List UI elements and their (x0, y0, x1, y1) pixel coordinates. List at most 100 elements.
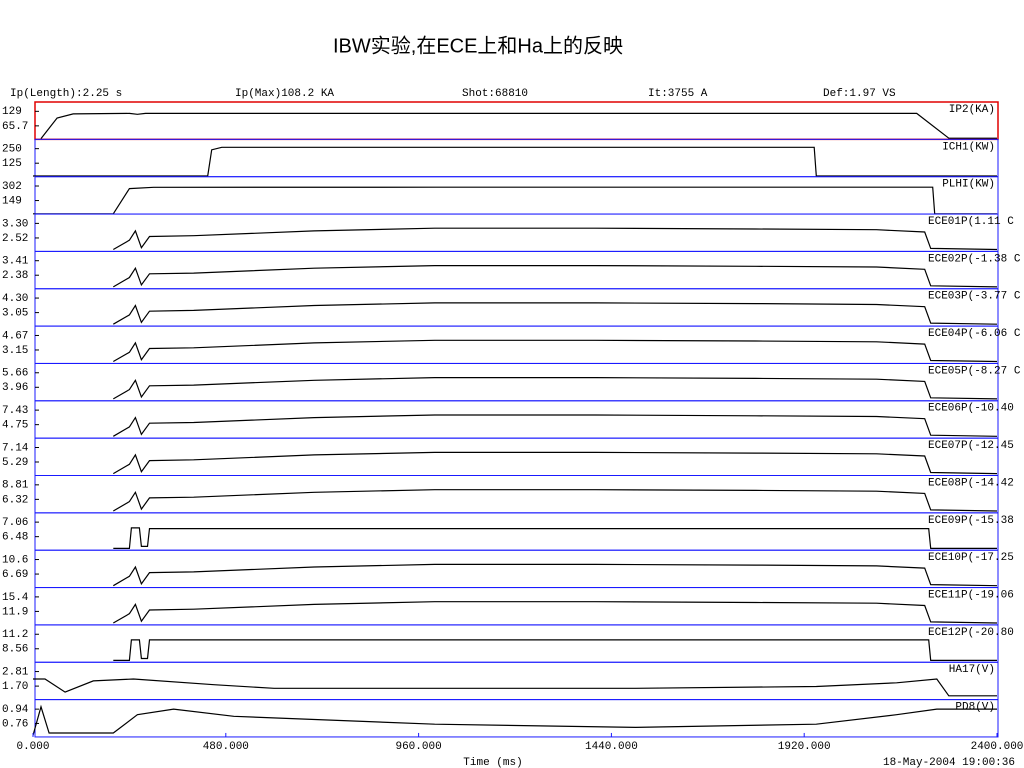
legend-label: ECE07P(-12.45 (928, 440, 1014, 452)
y-tick-label: 5.29 (2, 457, 28, 469)
legend-label: ICH1(KW) (942, 141, 995, 153)
signal-line (112, 377, 998, 400)
panel-frame (34, 512, 999, 551)
y-tick-label: 125 (2, 158, 22, 170)
legend-label: ECE12P(-20.80 (928, 627, 1014, 639)
y-tick-label: 6.32 (2, 494, 28, 506)
y-tick-label: 11.9 (2, 606, 28, 618)
x-tick-label: 960.000 (395, 741, 441, 753)
header-info: It:3755 A (648, 88, 708, 100)
panel-frame (34, 624, 999, 663)
signal-line (112, 265, 998, 288)
panel-frame (34, 138, 999, 178)
page-title: IBW实验,在ECE上和Ha上的反映 (333, 34, 623, 57)
y-tick-label: 7.14 (2, 442, 29, 454)
y-tick-label: 149 (2, 195, 22, 207)
signal-line (112, 489, 998, 512)
signal-line (33, 146, 997, 177)
panel-frame (34, 362, 999, 402)
legend-label: ECE08P(-14.42 (928, 477, 1014, 489)
y-tick-label: 302 (2, 181, 22, 193)
x-tick-label: 1920.000 (778, 741, 831, 753)
panel-frame (34, 587, 999, 626)
panel-frame (34, 400, 999, 439)
y-tick-label: 5.66 (2, 368, 28, 380)
signal-line (112, 227, 998, 251)
signal-line (112, 451, 998, 475)
y-tick-label: 4.30 (2, 293, 28, 305)
panel-frame (34, 325, 999, 364)
legend-label: ECE10P(-17.25 (928, 552, 1014, 564)
y-tick-label: 65.7 (2, 121, 28, 133)
panel-frame (34, 288, 999, 327)
signal-line (113, 639, 997, 661)
legend-label: ECE04P(-6.06 C (928, 328, 1021, 340)
signal-line (113, 339, 998, 363)
y-tick-label: 11.2 (2, 629, 28, 641)
panel-frame (34, 699, 999, 738)
y-tick-label: 6.48 (2, 532, 28, 544)
legend-label: ECE09P(-15.38 (928, 515, 1014, 527)
legend-label: PD8(V) (955, 702, 995, 714)
legend-label: PLHI(KW) (942, 179, 995, 191)
legend-label: HA17(V) (949, 664, 995, 676)
panel-frame (34, 475, 999, 514)
y-tick-label: 7.43 (2, 405, 28, 417)
y-tick-label: 3.05 (2, 308, 28, 320)
panel-frame (34, 437, 999, 476)
signal-line (113, 527, 997, 549)
x-tick-label: 480.000 (203, 741, 249, 753)
legend-label: ECE03P(-3.77 C (928, 291, 1021, 303)
signal-line (112, 563, 998, 587)
legend-label: ECE01P(1.11 C (928, 216, 1014, 228)
legend-label: ECE02P(-1.38 C (928, 253, 1021, 265)
y-tick-label: 0.76 (2, 718, 28, 730)
panel-frame (34, 549, 999, 589)
y-tick-label: 6.69 (2, 569, 28, 581)
y-tick-label: 4.75 (2, 420, 28, 432)
x-tick-label: 2400.000 (971, 741, 1024, 753)
y-tick-label: 3.15 (2, 345, 28, 357)
signal-line (112, 414, 998, 437)
panel-frame (34, 101, 999, 141)
panel-frame (34, 213, 999, 252)
signal-line (32, 704, 997, 736)
y-tick-label: 7.06 (2, 517, 28, 529)
panel-frame (34, 176, 999, 215)
panel-frame (34, 661, 999, 701)
y-tick-label: 250 (2, 144, 22, 156)
signal-line (33, 678, 997, 697)
y-tick-label: 1.70 (2, 681, 28, 693)
legend-label: ECE06P(-10.40 (928, 403, 1014, 415)
x-tick-label: 1440.000 (585, 741, 638, 753)
signal-line (33, 186, 997, 215)
x-tick-label: 0.000 (16, 741, 49, 753)
y-tick-label: 3.96 (2, 382, 28, 394)
header-info: Def:1.97 VS (823, 88, 896, 100)
header-info: Ip(Max)108.2 KA (235, 88, 334, 100)
panel-frame (34, 250, 999, 290)
y-tick-label: 3.41 (2, 256, 29, 268)
y-tick-label: 10.6 (2, 554, 28, 566)
signal-line (40, 112, 997, 139)
legend-label: ECE11P(-19.06 (928, 589, 1014, 601)
timestamp: 18-May-2004 19:00:36 (883, 757, 1015, 768)
y-tick-label: 2.38 (2, 270, 28, 282)
legend-label: ECE05P(-8.27 C (928, 365, 1021, 377)
y-tick-label: 4.67 (2, 330, 28, 342)
header-info: Ip(Length):2.25 s (10, 88, 122, 100)
y-tick-label: 2.81 (2, 666, 29, 678)
y-tick-label: 15.4 (2, 592, 29, 604)
y-tick-label: 8.56 (2, 644, 28, 656)
signal-line (112, 601, 998, 624)
y-tick-label: 129 (2, 106, 22, 118)
y-tick-label: 3.30 (2, 218, 28, 230)
x-axis-label: Time (ms) (463, 757, 522, 768)
signal-line (112, 302, 998, 325)
y-tick-label: 2.52 (2, 233, 28, 245)
legend-label: IP2(KA) (949, 104, 995, 116)
header-info: Shot:68810 (462, 88, 528, 100)
y-tick-label: 0.94 (2, 704, 29, 716)
y-tick-label: 8.81 (2, 480, 29, 492)
